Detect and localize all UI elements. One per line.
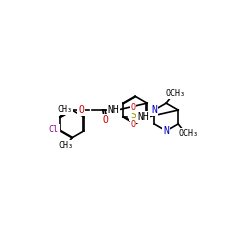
Text: S: S	[130, 110, 136, 120]
Text: N: N	[163, 126, 169, 136]
Text: NH: NH	[108, 105, 119, 115]
Text: OCH₃: OCH₃	[178, 129, 198, 138]
Text: NH: NH	[137, 112, 149, 122]
Text: OCH₃: OCH₃	[166, 90, 186, 98]
Text: O: O	[130, 103, 136, 112]
Text: O: O	[103, 115, 109, 125]
Text: CH₃: CH₃	[57, 105, 72, 114]
Text: O: O	[78, 105, 84, 115]
Text: Cl: Cl	[49, 125, 59, 134]
Text: N: N	[151, 105, 157, 115]
Text: O: O	[130, 120, 136, 129]
Text: CH₃: CH₃	[58, 141, 73, 150]
